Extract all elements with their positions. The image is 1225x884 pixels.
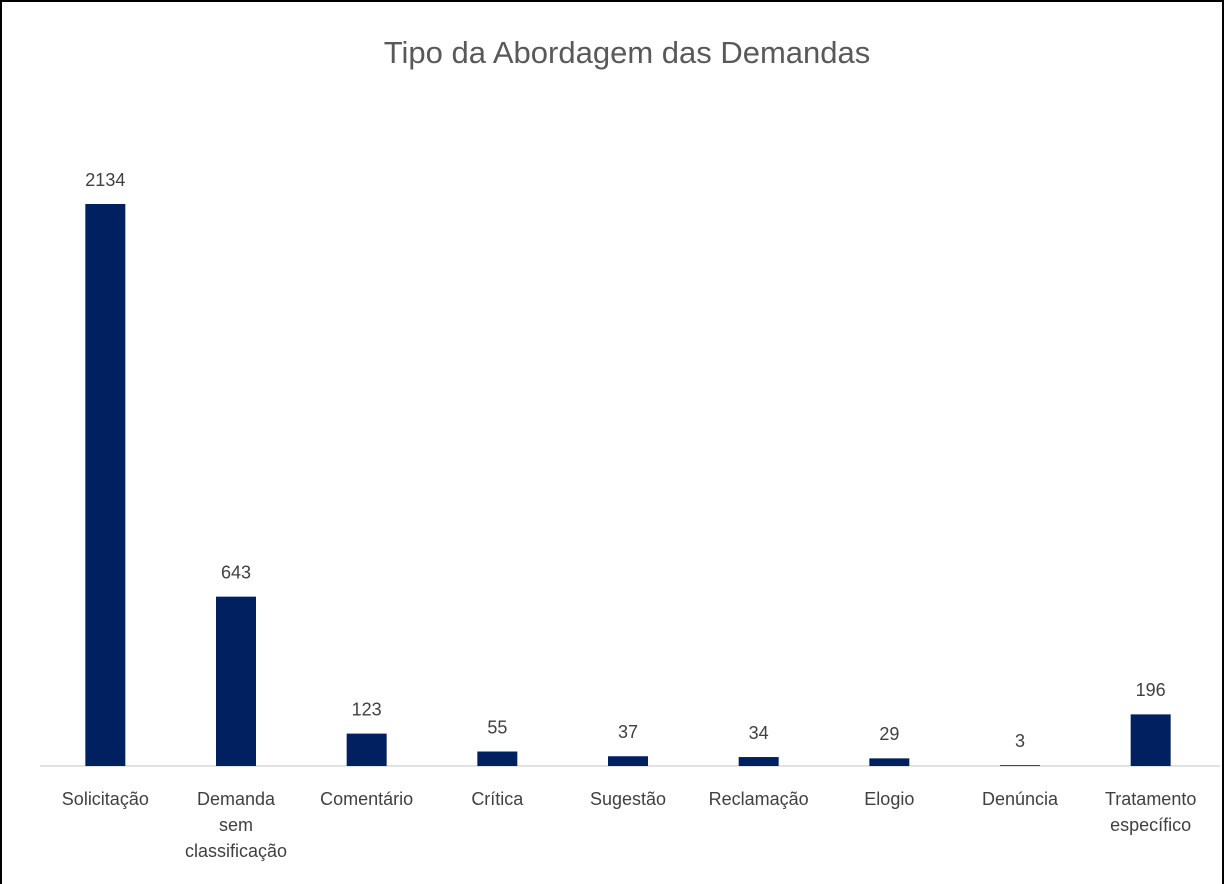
x-tick-label: Tratamento específico [1104, 789, 1197, 835]
data-label: 29 [879, 724, 899, 744]
x-tick-label: Sugestão [589, 789, 667, 809]
x-tick-label: Reclamação [708, 789, 809, 809]
chart-title: Tipo da Abordagem das Demandas [384, 35, 871, 70]
data-label: 3 [1015, 731, 1025, 751]
data-label: 34 [749, 723, 769, 743]
bar [608, 756, 648, 766]
bar [1130, 714, 1171, 766]
x-tick-label: Crítica [471, 789, 524, 809]
bar [85, 204, 126, 766]
bar [869, 758, 910, 766]
data-label: 123 [352, 699, 382, 719]
data-label: 196 [1136, 680, 1166, 700]
data-label: 37 [618, 722, 638, 742]
x-tick-label: Demanda sem classificação [184, 789, 288, 861]
x-tick-label: Comentário [320, 789, 414, 809]
x-tick-label: Solicitação [61, 789, 149, 809]
bar [738, 757, 779, 766]
x-tick-label: Denúncia [981, 789, 1059, 809]
bar [1000, 765, 1040, 766]
data-label: 55 [487, 717, 507, 737]
bar [346, 733, 387, 766]
bar [216, 596, 256, 766]
data-label: 2134 [85, 170, 125, 190]
bar [477, 751, 518, 766]
x-tick-label: Elogio [864, 789, 915, 809]
data-label: 643 [221, 562, 251, 582]
